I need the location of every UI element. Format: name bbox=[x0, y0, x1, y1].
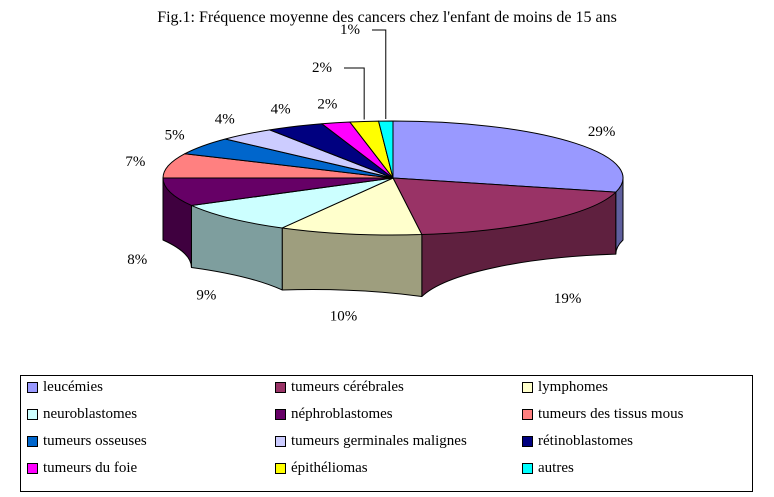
legend-item: épithéliomas bbox=[275, 459, 368, 477]
legend-swatch bbox=[27, 408, 38, 420]
legend-label: néphroblastomes bbox=[291, 405, 393, 422]
legend-item: tumeurs cérébrales bbox=[275, 378, 404, 396]
pie-slice-4 bbox=[190, 177, 394, 229]
legend-item: tumeurs du foie bbox=[27, 459, 137, 477]
legend-item: rétinoblastomes bbox=[522, 432, 633, 450]
legend-item: tumeurs des tissus mous bbox=[522, 405, 683, 423]
legend-item: tumeurs osseuses bbox=[27, 432, 147, 450]
legend-item: tumeurs germinales malignes bbox=[275, 432, 467, 450]
legend-swatch bbox=[27, 381, 38, 393]
pie-slice-side-3 bbox=[281, 227, 423, 298]
value-label-12: 1% bbox=[340, 22, 360, 38]
legend-swatch bbox=[275, 381, 286, 393]
legend-label: leucémies bbox=[43, 378, 103, 395]
value-label-4: 9% bbox=[196, 287, 216, 303]
legend-label: tumeurs des tissus mous bbox=[538, 405, 684, 422]
value-label-10: 2% bbox=[317, 96, 337, 112]
legend-swatch bbox=[27, 435, 38, 447]
legend-label: tumeurs germinales malignes bbox=[291, 432, 467, 449]
legend: leucémies tumeurs cérébrales lymphomes neur… bbox=[20, 375, 753, 492]
value-label-2: 19% bbox=[554, 291, 582, 307]
legend-swatch bbox=[522, 462, 533, 474]
pie-slice-5 bbox=[162, 177, 394, 206]
pie-value-labels: 29% 19% 10% 9% 8% 7% 5% 4% 4% 2% 2% 1% bbox=[125, 22, 615, 325]
value-leader-line-12 bbox=[372, 29, 387, 120]
legend-label: autres bbox=[538, 459, 574, 476]
value-label-1: 29% bbox=[588, 124, 616, 140]
pie-chart: 29% 19% 10% 9% 8% 7% 5% 4% 4% 2% 2% 1% bbox=[125, 22, 624, 325]
legend-label: épithéliomas bbox=[291, 459, 368, 476]
chart-title: Fig.1: Fréquence moyenne des cancers che… bbox=[157, 9, 617, 26]
pie-slice-12 bbox=[378, 120, 394, 179]
legend-label: rétinoblastomes bbox=[538, 432, 633, 449]
value-label-11: 2% bbox=[312, 60, 332, 76]
pie-slice-2 bbox=[392, 177, 617, 236]
value-label-5: 8% bbox=[127, 252, 147, 268]
legend-swatch bbox=[27, 462, 38, 474]
legend-label: tumeurs cérébrales bbox=[291, 378, 404, 395]
pie-top bbox=[162, 120, 624, 236]
legend-item: leucémies bbox=[27, 378, 103, 396]
value-label-3: 10% bbox=[330, 309, 358, 325]
legend-swatch bbox=[275, 435, 286, 447]
legend-swatch bbox=[522, 408, 533, 420]
pie-slice-3 bbox=[281, 177, 423, 236]
legend-label: tumeurs du foie bbox=[43, 459, 138, 476]
value-label-8: 4% bbox=[215, 112, 235, 128]
legend-swatch bbox=[522, 435, 533, 447]
legend-label: lymphomes bbox=[538, 378, 608, 395]
legend-swatch bbox=[275, 462, 286, 474]
legend-item: néphroblastomes bbox=[275, 405, 393, 423]
legend-swatch bbox=[275, 408, 286, 420]
pie-slice-1 bbox=[392, 120, 624, 193]
value-label-6: 7% bbox=[125, 154, 145, 170]
legend-item: autres bbox=[522, 459, 574, 477]
legend-item: lymphomes bbox=[522, 378, 608, 396]
legend-swatch bbox=[522, 381, 533, 393]
legend-label: tumeurs osseuses bbox=[43, 432, 147, 449]
value-leader-line-11 bbox=[344, 67, 365, 120]
value-label-9: 4% bbox=[271, 101, 291, 117]
legend-label: neuroblastomes bbox=[43, 405, 138, 422]
value-label-7: 5% bbox=[165, 128, 185, 144]
pie-slice-6 bbox=[162, 153, 394, 179]
legend-item: neuroblastomes bbox=[27, 405, 137, 423]
